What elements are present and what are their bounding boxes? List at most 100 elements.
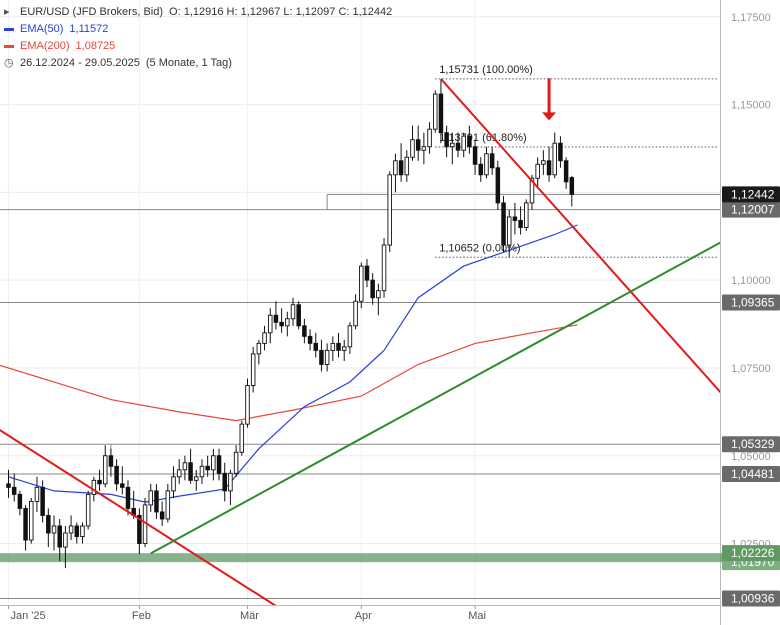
- candle-body: [233, 451, 239, 474]
- candle-body: [529, 177, 535, 204]
- legend-ema200-row: EMA(200) 1,08725: [4, 38, 392, 55]
- candle-body: [302, 325, 307, 337]
- candle-body: [296, 304, 301, 327]
- candle-body: [199, 465, 205, 478]
- candle-body: [256, 342, 262, 355]
- trendline-uptrend: [150, 241, 720, 555]
- candle-body: [444, 132, 449, 148]
- candle-body: [353, 300, 358, 327]
- fibonacci-label: 1,13791 (61.80%): [439, 132, 526, 144]
- clock-icon: ◷: [4, 57, 14, 69]
- candle-body: [290, 304, 296, 320]
- candle-body: [11, 486, 17, 495]
- candle-body: [495, 167, 501, 204]
- candle-body: [262, 332, 267, 344]
- legend-ema200-label: EMA(200): [20, 40, 70, 52]
- current-price-tag-box: [722, 186, 780, 203]
- trendline-old-downtrend: [0, 429, 277, 605]
- candle-body: [421, 146, 427, 151]
- level-tag-label: 1,05329: [731, 437, 775, 451]
- candle-body: [46, 515, 51, 534]
- legend-ema200-value: 1,08725: [75, 40, 116, 52]
- x-tick-label: Jan '25: [11, 610, 46, 622]
- candle-body: [535, 163, 540, 179]
- candle-body: [404, 156, 410, 176]
- legend-period-row: ◷ 26.12.2024 - 29.05.2025 (5 Monate, 1 T…: [4, 55, 392, 72]
- candle-body: [347, 325, 353, 348]
- candle-body: [341, 346, 347, 351]
- candle-body: [188, 462, 193, 481]
- y-tick-label: 1,05000: [731, 451, 771, 463]
- candle-body: [97, 479, 102, 485]
- candle-body: [307, 335, 313, 344]
- candle-body: [518, 220, 523, 228]
- candle-body: [68, 525, 74, 534]
- candle-body: [427, 128, 432, 148]
- candle-body: [91, 479, 97, 495]
- fibonacci-label: 1,15731 (100.00%): [439, 64, 533, 76]
- x-tick-label: Mai: [468, 610, 486, 622]
- candle-body: [461, 135, 466, 151]
- candle-body: [80, 525, 85, 537]
- level-tag-label: 1,09365: [731, 295, 775, 309]
- ema200-swatch: [4, 45, 14, 48]
- candle-body: [120, 483, 125, 488]
- candle-body: [467, 135, 472, 148]
- candle-body: [211, 455, 216, 471]
- legend-period: 26.12.2024 - 29.05.2025: [20, 57, 140, 69]
- candle-body: [108, 455, 114, 467]
- candle-body: [484, 153, 489, 176]
- y-tick-label: 1,10000: [731, 275, 771, 287]
- ema200-line: [0, 324, 578, 422]
- chart-legend: ▸ EUR/USD (JFD Brokers, Bid) O: 1,12916 …: [4, 4, 392, 72]
- candle-body: [506, 216, 512, 246]
- legend-instrument-row: ▸ EUR/USD (JFD Brokers, Bid) O: 1,12916 …: [4, 4, 392, 21]
- plot-layer: [0, 78, 720, 605]
- candle-body: [216, 455, 222, 474]
- legend-period-detail: (5 Monate, 1 Tag): [145, 57, 232, 69]
- candle-body: [285, 318, 290, 327]
- candle-body: [239, 423, 245, 453]
- candle-body: [171, 476, 176, 492]
- candle-body: [176, 469, 182, 478]
- candle-body: [114, 465, 119, 485]
- y-tick-label: 1,07500: [731, 363, 771, 375]
- current-price-tag-label: 1,12442: [731, 187, 775, 201]
- candle-body: [85, 493, 91, 527]
- candle-body: [563, 160, 569, 183]
- candle-body: [501, 202, 506, 246]
- candle-body: [34, 486, 40, 502]
- candle-body: [455, 142, 461, 151]
- level-tag-label: 1,04481: [731, 467, 775, 481]
- level-tag-label: 1,00936: [731, 591, 775, 605]
- candle-body: [393, 160, 398, 176]
- ema50-swatch: [4, 28, 14, 31]
- legend-instrument: EUR/USD (JFD Brokers, Bid): [20, 6, 164, 18]
- candle-body: [376, 290, 381, 299]
- candle-body: [6, 483, 11, 488]
- collapse-icon[interactable]: ▸: [4, 6, 10, 18]
- candle-body: [410, 139, 415, 158]
- candle-body: [279, 321, 284, 327]
- candle-body: [154, 490, 159, 513]
- legend-ema50-value: 1,11572: [69, 23, 109, 35]
- candle-body: [74, 525, 80, 537]
- y-tick-label: 1,15000: [731, 100, 771, 112]
- candle-body: [137, 515, 142, 544]
- ema50-line: [8, 224, 578, 503]
- candle-body: [433, 93, 438, 130]
- candle-body: [165, 490, 171, 520]
- candle-body: [558, 142, 563, 162]
- candle-body: [182, 462, 188, 471]
- legend-ema50-label: EMA(50): [20, 23, 64, 35]
- candle-body: [102, 455, 108, 485]
- fibonacci-label: 1,10652 (0.00%): [439, 242, 520, 254]
- candle-body: [478, 163, 484, 176]
- legend-ohlc: O: 1,12916 H: 1,12967 L: 1,12097 C: 1,12…: [169, 6, 393, 18]
- support-zone: [0, 553, 780, 563]
- candle-body: [159, 511, 165, 520]
- candle-body: [381, 244, 387, 292]
- candle-body: [273, 314, 279, 323]
- candle-body: [313, 342, 319, 351]
